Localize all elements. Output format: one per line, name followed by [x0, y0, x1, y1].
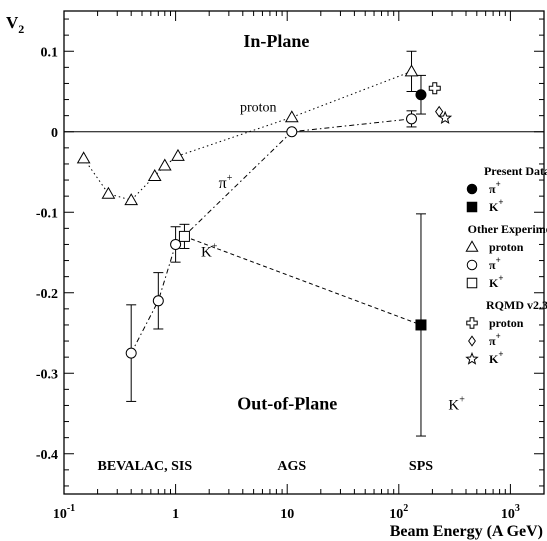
data-marks: [76, 50, 453, 437]
data-point-other-square-open: [178, 230, 190, 242]
legend-marker-square-filled: [466, 201, 478, 213]
annotation-proton: proton: [240, 101, 277, 116]
annotation-k1: K+: [201, 242, 218, 261]
annotation-sps: SPS: [409, 459, 433, 474]
data-point-other-triangle-open: [171, 148, 185, 161]
data-point-present-square-filled: [415, 319, 427, 331]
x-tick-label: 10-1: [53, 503, 75, 522]
annotation-inplane: In-Plane: [243, 31, 309, 51]
legend-item-label: π+: [489, 331, 501, 348]
data-point-rqmd-cross-open: [428, 82, 441, 95]
x-tick-label: 102: [389, 503, 408, 522]
axes: 0.1 0 -0.1 -0.2 -0.3 -0.4 10-1 1 10 102 103: [36, 11, 545, 522]
data-point-other-triangle-open: [101, 186, 116, 199]
data-point-other-circle-open: [406, 113, 418, 125]
y-tick-label: -0.3: [36, 367, 58, 382]
annotations: In-Plane Out-of-Plane proton π+ K+ K+ BEVALAC,…: [97, 31, 465, 474]
data-point-present-circle-filled: [415, 89, 427, 101]
annotation-bev: BEVALAC, SIS: [97, 459, 192, 474]
data-point-other-triangle-open: [124, 193, 139, 206]
annotation-k2: K+: [448, 394, 465, 413]
x-tick-label: 1: [172, 507, 179, 522]
y-tick-label: 0: [51, 126, 58, 141]
legend-item-label: proton: [489, 240, 524, 254]
legend-marker-diamond-open: [468, 335, 476, 347]
legend-marker-square-open: [466, 277, 478, 289]
y-tick-label: -0.2: [36, 287, 58, 302]
legend-item-label: K+: [489, 273, 503, 290]
x-tick-label: 10: [280, 507, 294, 522]
series-line-0: [83, 70, 412, 201]
plot-frame: [63, 10, 545, 495]
data-point-other-circle-open: [125, 347, 137, 359]
x-tick-label: 103: [501, 503, 520, 522]
data-point-rqmd-star-open: [438, 110, 453, 125]
y-tick-label: -0.4: [36, 448, 58, 463]
legend-item-label: π+: [489, 179, 501, 196]
data-point-other-triangle-open: [157, 158, 172, 171]
data-point-other-triangle-open: [147, 169, 162, 182]
annotation-outplane: Out-of-Plane: [237, 393, 337, 413]
legend-marker-cross-open: [466, 317, 478, 329]
legend-marker-circle-open: [466, 259, 478, 271]
legend-group-title: RQMD v2.3: [486, 298, 547, 312]
y-tick-label: 0.1: [41, 45, 59, 60]
x-axis-title: Beam Energy (A GeV): [390, 523, 543, 540]
series-lines: [83, 70, 422, 354]
data-point-other-circle-open: [286, 126, 298, 138]
legend-item-label: K+: [489, 349, 503, 366]
legend-marker-circle-filled: [466, 183, 478, 195]
annotation-ags: AGS: [277, 459, 306, 474]
data-point-other-circle-open: [152, 295, 164, 307]
legend-group-title: Other Experiments: [468, 222, 547, 236]
data-point-other-triangle-open: [404, 64, 419, 77]
annotation-pi: π+: [219, 173, 233, 192]
y-axis-title: V2: [6, 13, 24, 36]
legend-marker-triangle-open: [465, 240, 479, 252]
data-point-other-triangle-open: [76, 151, 91, 164]
legend-item-label: K+: [489, 197, 503, 214]
legend-marker-star-open: [465, 351, 479, 365]
connector-line: [184, 235, 422, 326]
legend-group-title: Present Data: [484, 164, 547, 178]
data-point-rqmd-diamond-open: [435, 105, 444, 118]
legend-item-label: π+: [489, 255, 501, 272]
series-line-1: [130, 118, 412, 354]
legend-item-label: proton: [489, 316, 524, 330]
data-point-other-triangle-open: [284, 110, 299, 123]
y-tick-label: -0.1: [36, 206, 58, 221]
data-point-other-circle-open: [170, 238, 182, 250]
